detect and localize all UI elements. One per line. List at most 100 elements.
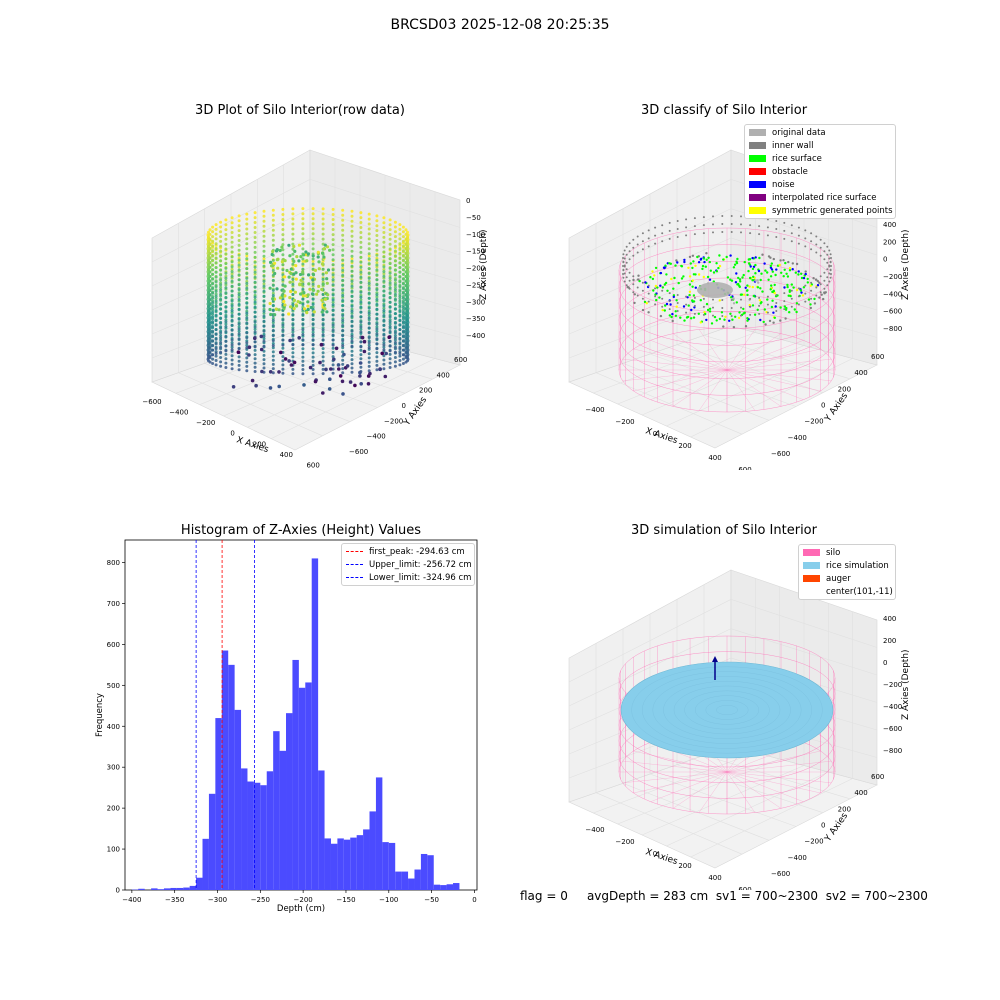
raw-point (283, 259, 287, 263)
classify-point (763, 262, 766, 265)
classify-point (830, 273, 832, 275)
raw-point (359, 240, 363, 244)
raw-point (211, 329, 215, 333)
raw-point (219, 326, 223, 330)
histogram-chart[interactable]: −400 −350 −300 −250 −200 −150 −100 −50 0 0100200… (80, 530, 490, 920)
raw-point (208, 350, 212, 354)
histogram-bar (241, 768, 248, 890)
classify-point (641, 297, 644, 300)
classify-point (752, 275, 755, 278)
classify-point (826, 284, 829, 287)
classify-point (628, 271, 631, 274)
raw-point (271, 350, 275, 354)
classify-point (784, 317, 787, 320)
raw-point (301, 359, 305, 363)
raw-point (341, 273, 345, 277)
histogram-bar (189, 885, 197, 890)
raw-point (393, 341, 397, 344)
raw-point (341, 213, 345, 217)
legend-label: noise (772, 179, 795, 190)
classify-point (828, 257, 831, 260)
classify-point (647, 229, 650, 232)
classify-point (783, 305, 786, 308)
raw-point (398, 237, 402, 241)
raw-point (208, 345, 212, 349)
classify-point (676, 220, 679, 222)
classify-point (645, 302, 648, 305)
classify-point (768, 319, 772, 323)
raw-point (359, 295, 363, 299)
raw-point (224, 352, 228, 356)
histogram-bar (176, 887, 184, 890)
raw-point (341, 371, 345, 375)
classify-point (692, 294, 696, 297)
raw-point (393, 259, 397, 263)
raw-point (283, 303, 287, 307)
z-tick-label: 200 (883, 238, 896, 246)
classify-plot-title: 3D classify of Silo Interior (640, 103, 808, 118)
raw-point (404, 261, 408, 264)
raw-point (293, 290, 297, 294)
classify-point (637, 274, 640, 277)
raw-point (207, 230, 210, 234)
raw-point (406, 235, 409, 239)
raw-point (301, 294, 305, 298)
raw-point (360, 335, 365, 340)
raw-point (262, 209, 266, 213)
raw-point (253, 315, 257, 319)
raw-point (331, 328, 335, 332)
classify-point (754, 256, 757, 259)
raw-point (301, 262, 305, 266)
raw-x-ticks: −600−400−2000200400600800 (142, 398, 319, 469)
simulation-z-label: Z Axies (Depth) (901, 649, 911, 720)
raw-point (207, 295, 210, 299)
classify-point (622, 273, 624, 275)
histogram-bars (131, 558, 460, 890)
classify-point (664, 304, 667, 307)
classify-point (662, 266, 666, 269)
raw-3d-plot[interactable]: −600−400−2000200400600800 −600−400−20002… (130, 130, 490, 470)
raw-point (268, 286, 272, 290)
raw-point (301, 351, 305, 355)
raw-point (328, 377, 332, 381)
raw-point (388, 339, 392, 343)
raw-point (393, 364, 397, 368)
raw-point (311, 232, 315, 236)
classify-point (775, 236, 778, 238)
raw-point (401, 348, 405, 352)
silo-line (726, 771, 821, 794)
silo-line (726, 340, 804, 371)
simulation-auger (712, 656, 718, 680)
raw-point (224, 366, 228, 369)
raw-point (224, 247, 228, 251)
classify-point (736, 257, 739, 261)
classify-point (722, 325, 725, 328)
classify-point (749, 305, 752, 308)
classify-point (699, 258, 702, 261)
classify-point (668, 221, 671, 224)
raw-point (224, 218, 228, 222)
x-tick-label: −200 (615, 838, 634, 846)
raw-point (230, 260, 234, 264)
classify-point (797, 273, 800, 276)
raw-point (237, 288, 241, 292)
raw-point (214, 227, 218, 231)
classify-point (721, 315, 724, 317)
z-tick-label: −800 (883, 325, 902, 333)
raw-point (350, 353, 354, 357)
classify-point (732, 297, 735, 300)
raw-point (245, 286, 249, 290)
raw-point (406, 319, 409, 323)
raw-point (230, 304, 234, 308)
raw-point (358, 370, 362, 375)
raw-point (214, 363, 218, 367)
classify-point (712, 271, 716, 274)
raw-point (208, 284, 212, 288)
raw-point (311, 359, 315, 363)
raw-point (311, 227, 315, 231)
raw-point (321, 338, 325, 342)
raw-point (281, 363, 285, 367)
raw-point (291, 252, 295, 256)
